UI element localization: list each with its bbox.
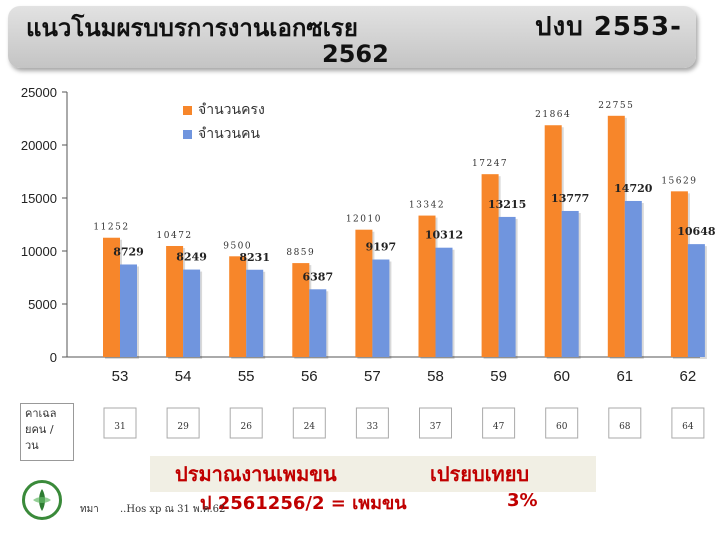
x-tick-label: 61: [616, 368, 633, 385]
average-box: [103, 407, 137, 439]
bar-visits: [166, 245, 184, 357]
average-value: 29: [177, 422, 189, 432]
average-box: [671, 407, 705, 439]
data-label-people: 10312: [425, 229, 463, 242]
x-tick-label: 56: [301, 368, 318, 385]
title-banner: [8, 6, 696, 68]
bar-visits: [103, 237, 120, 357]
x-tick-label: 59: [490, 368, 507, 385]
data-label-visits: 11252: [93, 223, 129, 233]
bar-people: [372, 259, 390, 357]
y-tick-label: 5000: [28, 297, 57, 312]
data-label-visits: 21864: [535, 110, 571, 120]
y-tick-label: 15000: [21, 191, 57, 206]
data-label-visits: 8859: [286, 248, 315, 258]
average-box: [229, 407, 263, 439]
x-tick-label: 57: [364, 368, 381, 385]
average-box: [419, 407, 452, 439]
average-value: 68: [619, 422, 631, 432]
x-tick-label: 53: [112, 368, 129, 385]
average-box: [482, 407, 516, 439]
x-tick-label: 54: [175, 368, 192, 385]
average-value: 64: [682, 422, 694, 432]
average-value: 47: [493, 422, 505, 432]
data-label-visits: 15629: [661, 176, 697, 186]
daily-average-label: คาเฉล ยคน / วน: [20, 403, 74, 461]
bar-people: [183, 269, 201, 357]
data-label-visits: 10472: [157, 231, 193, 241]
moph-logo: [22, 480, 62, 520]
average-value: 24: [304, 422, 316, 432]
bar-people: [120, 264, 137, 357]
x-tick-label: 58: [427, 368, 444, 385]
average-box: [292, 407, 326, 439]
bar-visits: [229, 256, 247, 357]
summary-box: [150, 456, 596, 492]
page-title: แนวโนมผรบบรการงานเอกซเรย: [26, 14, 358, 42]
data-label-visits: 22755: [598, 101, 634, 111]
data-label-people: 10648: [677, 225, 716, 238]
average-box: [166, 407, 200, 439]
legend-item-people: จำนวนคน: [183, 122, 265, 146]
x-tick-label: 60: [553, 368, 570, 385]
bar-visits: [292, 263, 310, 357]
average-value: 60: [556, 422, 568, 432]
data-label-people: 6387: [302, 270, 333, 283]
average-value: 33: [367, 422, 379, 432]
data-label-people: 8729: [113, 245, 144, 258]
bar-visits: [607, 115, 625, 357]
summary-line1-b: เปรยบเทยบ: [430, 462, 530, 486]
data-label-visits: 9500: [223, 241, 252, 251]
data-label-people: 9197: [366, 241, 397, 254]
source-label: ทมา: [80, 504, 99, 515]
average-value: 37: [430, 422, 442, 432]
summary-line1-a: ปรมาณงานเพมขน: [175, 462, 337, 486]
y-tick-label: 25000: [21, 85, 57, 100]
x-tick-label: 55: [238, 368, 255, 385]
bar-visits: [418, 215, 436, 357]
legend-label-visits: จำนวนครง: [198, 102, 265, 118]
bar-people: [309, 289, 327, 357]
bar-people: [624, 200, 642, 357]
y-tick-label: 0: [50, 350, 57, 365]
average-box: [545, 407, 579, 439]
legend-item-visits: จำนวนครง: [183, 98, 265, 122]
data-label-visits: 17247: [472, 159, 508, 169]
summary-line2-a: ป 2561256/2 = เพมขน: [200, 493, 407, 514]
data-label-people: 8231: [239, 251, 270, 264]
year-end: 2562: [322, 40, 389, 68]
bar-visits: [481, 174, 499, 357]
legend-swatch-orange: [183, 105, 192, 115]
data-label-people: 14720: [614, 182, 653, 195]
legend-swatch-blue: [183, 129, 192, 139]
logo-emblem-icon: [33, 489, 51, 511]
average-value: 31: [114, 422, 125, 432]
data-label-people: 8249: [176, 251, 207, 264]
source-text: ..Hos xp ณ 31 พ.ค.62: [120, 504, 226, 515]
average-box: [608, 407, 642, 439]
budget-label: ปงบ 2553-: [535, 12, 682, 42]
chart-legend: จำนวนครง จำนวนคน: [183, 98, 265, 146]
data-label-visits: 12010: [346, 215, 382, 225]
bar-people: [435, 247, 453, 357]
bar-visits: [670, 191, 688, 357]
y-tick-label: 10000: [21, 244, 57, 259]
data-label-visits: 13342: [409, 201, 445, 211]
bar-visits: [355, 229, 373, 357]
legend-label-people: จำนวนคน: [198, 126, 261, 142]
data-label-people: 13215: [488, 198, 526, 211]
bar-people: [687, 244, 705, 357]
summary-line2-b: 3%: [507, 490, 538, 511]
y-tick-label: 20000: [21, 138, 57, 153]
average-box: [355, 407, 389, 439]
data-label-people: 13777: [551, 192, 589, 205]
average-value: 26: [240, 422, 252, 432]
bar-people: [246, 269, 264, 357]
bar-people: [498, 216, 516, 357]
x-tick-label: 62: [680, 368, 697, 385]
bar-visits: [544, 125, 562, 357]
bar-people: [561, 210, 579, 357]
